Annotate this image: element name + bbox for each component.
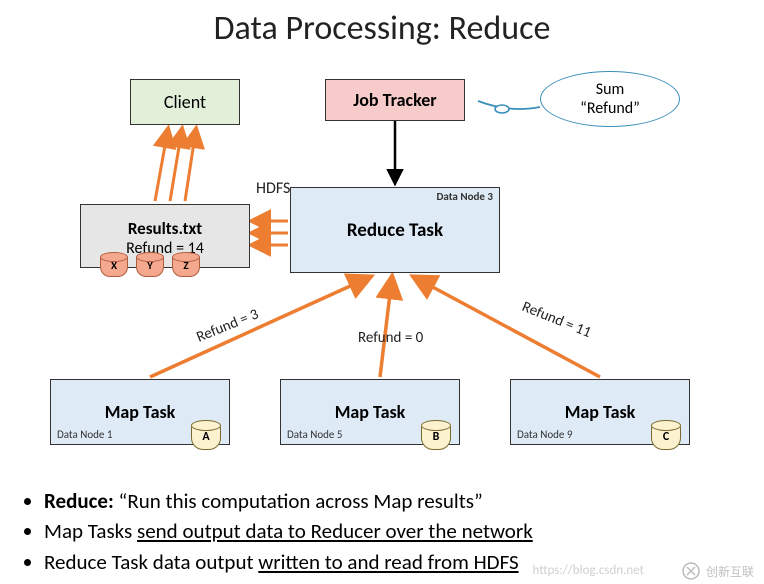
- map-cylinder-c: C: [651, 424, 681, 450]
- cylinder-y: Y: [136, 255, 164, 277]
- page-title: Data Processing: Reduce: [0, 0, 764, 49]
- reduce-task-node: Data Node 3 Reduce Task: [290, 187, 500, 273]
- bullet-1: Reduce: “Run this computation across Map…: [44, 486, 744, 516]
- bullet-3-u: written to and read from HDFS: [258, 549, 518, 575]
- results-filename: Results.txt: [81, 218, 249, 239]
- map-task-node-3: Map Task Data Node 9 C: [510, 379, 690, 445]
- watermark-url: https://blog.csdn.net: [532, 563, 644, 578]
- map-datanode-2: Data Node 5: [287, 428, 342, 441]
- results-cylinders: X Y Z: [100, 255, 200, 277]
- hdfs-label: HDFS: [256, 179, 290, 198]
- bullet-1-bold: Reduce:: [44, 488, 114, 514]
- map-datanode-1: Data Node 1: [57, 428, 112, 441]
- watermark-brand: 创新互联: [682, 562, 754, 580]
- cylinder-x: X: [100, 255, 128, 277]
- reduce-datanode-label: Data Node 3: [436, 190, 493, 203]
- bullet-3-pre: Reduce Task data output: [44, 549, 258, 575]
- bullet-2-u: send output data to Reducer over the net…: [137, 518, 533, 544]
- client-node: Client: [130, 79, 240, 125]
- watermark-text: 创新互联: [706, 563, 754, 580]
- speech-bubble: Sum “Refund”: [540, 71, 680, 127]
- map-cylinder-b: B: [421, 424, 451, 450]
- map-datanode-3: Data Node 9: [517, 428, 572, 441]
- diagram-canvas: Client Job Tracker Sum “Refund” Results.…: [0, 49, 764, 479]
- speech-line2: “Refund”: [580, 99, 640, 118]
- bullet-1-rest: “Run this computation across Map results…: [114, 488, 483, 514]
- speech-line1: Sum: [596, 80, 625, 99]
- map-cylinder-a: A: [191, 424, 221, 450]
- cylinder-z: Z: [172, 255, 200, 277]
- watermark-icon: [682, 562, 700, 580]
- job-tracker-node: Job Tracker: [325, 79, 465, 121]
- bullet-2-pre: Map Tasks: [44, 518, 137, 544]
- refund-label-1: Refund = 3: [194, 305, 261, 346]
- bullet-2: Map Tasks send output data to Reducer ov…: [44, 516, 744, 546]
- map-task-node-2: Map Task Data Node 5 B: [280, 379, 460, 445]
- reduce-label: Reduce Task: [291, 219, 499, 242]
- refund-label-3: Refund = 11: [519, 298, 593, 342]
- map-task-node-1: Map Task Data Node 1 A: [50, 379, 230, 445]
- job-tracker-label: Job Tracker: [326, 89, 464, 111]
- refund-label-2: Refund = 0: [358, 329, 423, 347]
- client-label: Client: [131, 91, 239, 113]
